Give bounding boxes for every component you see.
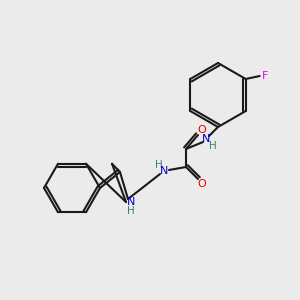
Text: F: F [262, 71, 268, 81]
Text: H: H [155, 160, 163, 170]
Text: H: H [209, 141, 217, 151]
Text: O: O [198, 179, 206, 189]
Text: N: N [127, 197, 135, 207]
Text: N: N [160, 166, 168, 176]
Text: O: O [198, 125, 206, 135]
Text: H: H [127, 206, 135, 216]
Text: N: N [202, 134, 210, 144]
